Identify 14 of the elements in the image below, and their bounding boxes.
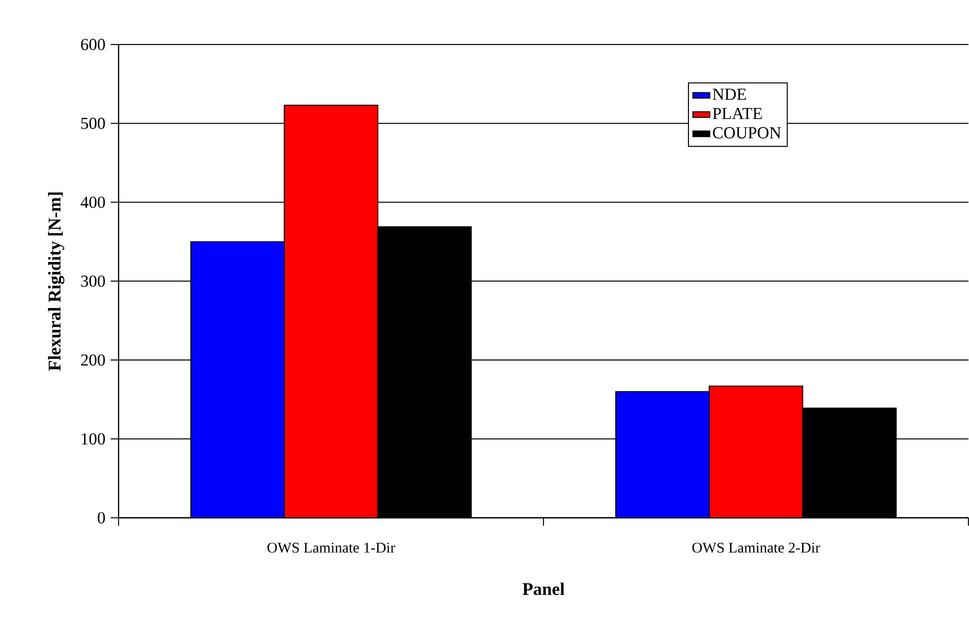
y-tick-label: 500	[81, 118, 105, 130]
legend-label: NDE	[712, 89, 746, 100]
x-tick-label: OWS Laminate 1-Dir	[267, 542, 396, 553]
y-tick-label: 200	[81, 354, 105, 366]
x-tick-label: OWS Laminate 2-Dir	[692, 542, 820, 553]
y-tick-label: 400	[80, 196, 105, 208]
legend-label: PLATE	[712, 108, 762, 120]
y-tick-label: 600	[81, 39, 105, 50]
y-tick-label: 300	[81, 276, 105, 288]
y-axis-title: Flexural Rigidity [N-m]	[48, 192, 64, 371]
legend-label: COUPON	[712, 127, 781, 139]
x-axis-title: Panel	[522, 582, 564, 596]
y-tick-label: 0	[98, 512, 105, 524]
y-tick-label: 100	[82, 433, 105, 445]
